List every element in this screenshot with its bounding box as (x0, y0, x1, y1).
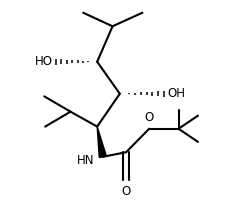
Text: OH: OH (167, 87, 185, 100)
Text: HO: HO (34, 55, 52, 68)
Polygon shape (97, 127, 106, 157)
Text: HN: HN (77, 154, 94, 167)
Text: O: O (121, 185, 130, 198)
Text: O: O (144, 111, 153, 124)
